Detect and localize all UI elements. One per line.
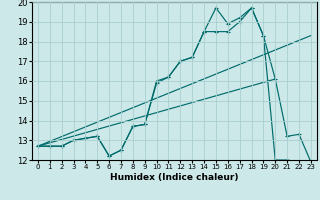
X-axis label: Humidex (Indice chaleur): Humidex (Indice chaleur) [110,173,239,182]
